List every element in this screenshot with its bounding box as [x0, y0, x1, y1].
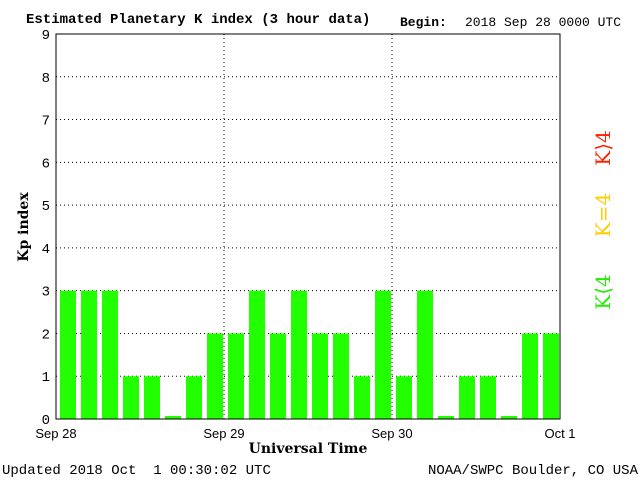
y-tick-label: 7: [42, 114, 50, 130]
y-tick-label: 4: [42, 242, 50, 258]
y-tick-label: 3: [42, 285, 50, 301]
kp-bar: [186, 376, 202, 419]
legend-item: K=4: [591, 193, 615, 237]
kp-bar: [333, 333, 349, 419]
y-tick-label: 6: [42, 156, 50, 172]
kp-bar: [291, 290, 307, 419]
y-tick-label: 1: [42, 370, 50, 386]
begin-label: Begin:: [400, 15, 447, 30]
bars: [60, 290, 559, 419]
kp-bar: [81, 290, 97, 419]
x-tick-labels: Sep 28 Sep 29 Sep 30 Oct 1: [35, 426, 575, 441]
begin-value: 2018 Sep 28 0000 UTC: [465, 15, 621, 30]
y-tick-label: 5: [42, 199, 50, 215]
x-tick-label: Sep 29: [203, 426, 244, 441]
y-tick-label: 0: [42, 413, 50, 429]
kp-bar: [144, 376, 160, 419]
kp-bar: [438, 416, 454, 419]
kp-bar: [228, 333, 244, 419]
kp-bar: [207, 333, 223, 419]
kp-bar: [522, 333, 538, 419]
kp-bar: [249, 290, 265, 419]
legend-item: K⟩4: [591, 130, 615, 165]
kp-bar: [480, 376, 496, 419]
data-source: NOAA/SWPC Boulder, CO USA: [428, 463, 639, 479]
y-tick-label: 8: [42, 71, 50, 87]
kp-bar: [60, 290, 76, 419]
grid-lines: [56, 34, 560, 419]
x-tick-label: Oct 1: [544, 426, 575, 441]
kp-bar: [354, 376, 370, 419]
kp-bar: [102, 290, 118, 419]
kp-bar: [123, 376, 139, 419]
y-tick-label: 9: [42, 28, 50, 44]
x-tick-label: Sep 28: [35, 426, 76, 441]
kp-bar: [396, 376, 412, 419]
plot-frame: [55, 33, 561, 420]
kp-bar: [375, 290, 391, 419]
kp-bar: [501, 416, 517, 419]
kp-bar: [270, 333, 286, 419]
kp-bar: [417, 290, 433, 419]
kp-bar: [459, 376, 475, 419]
x-tick-label: Sep 30: [371, 426, 412, 441]
kp-bar: [312, 333, 328, 419]
updated-timestamp: Updated 2018 Oct 1 00:30:02 UTC: [2, 463, 271, 479]
legend: K⟨4 K=4 K⟩4: [591, 130, 615, 309]
kp-bar: [165, 416, 181, 419]
kp-bar: [543, 333, 559, 419]
y-axis-label: Kp index: [16, 192, 32, 262]
y-tick-label: 2: [42, 327, 50, 343]
x-axis-label: Universal Time: [249, 441, 368, 457]
legend-item: K⟨4: [591, 274, 615, 309]
chart-title: Estimated Planetary K index (3 hour data…: [26, 12, 370, 28]
y-tick-labels: 0 1 2 3 4 5 6 7 8 9: [42, 28, 50, 429]
